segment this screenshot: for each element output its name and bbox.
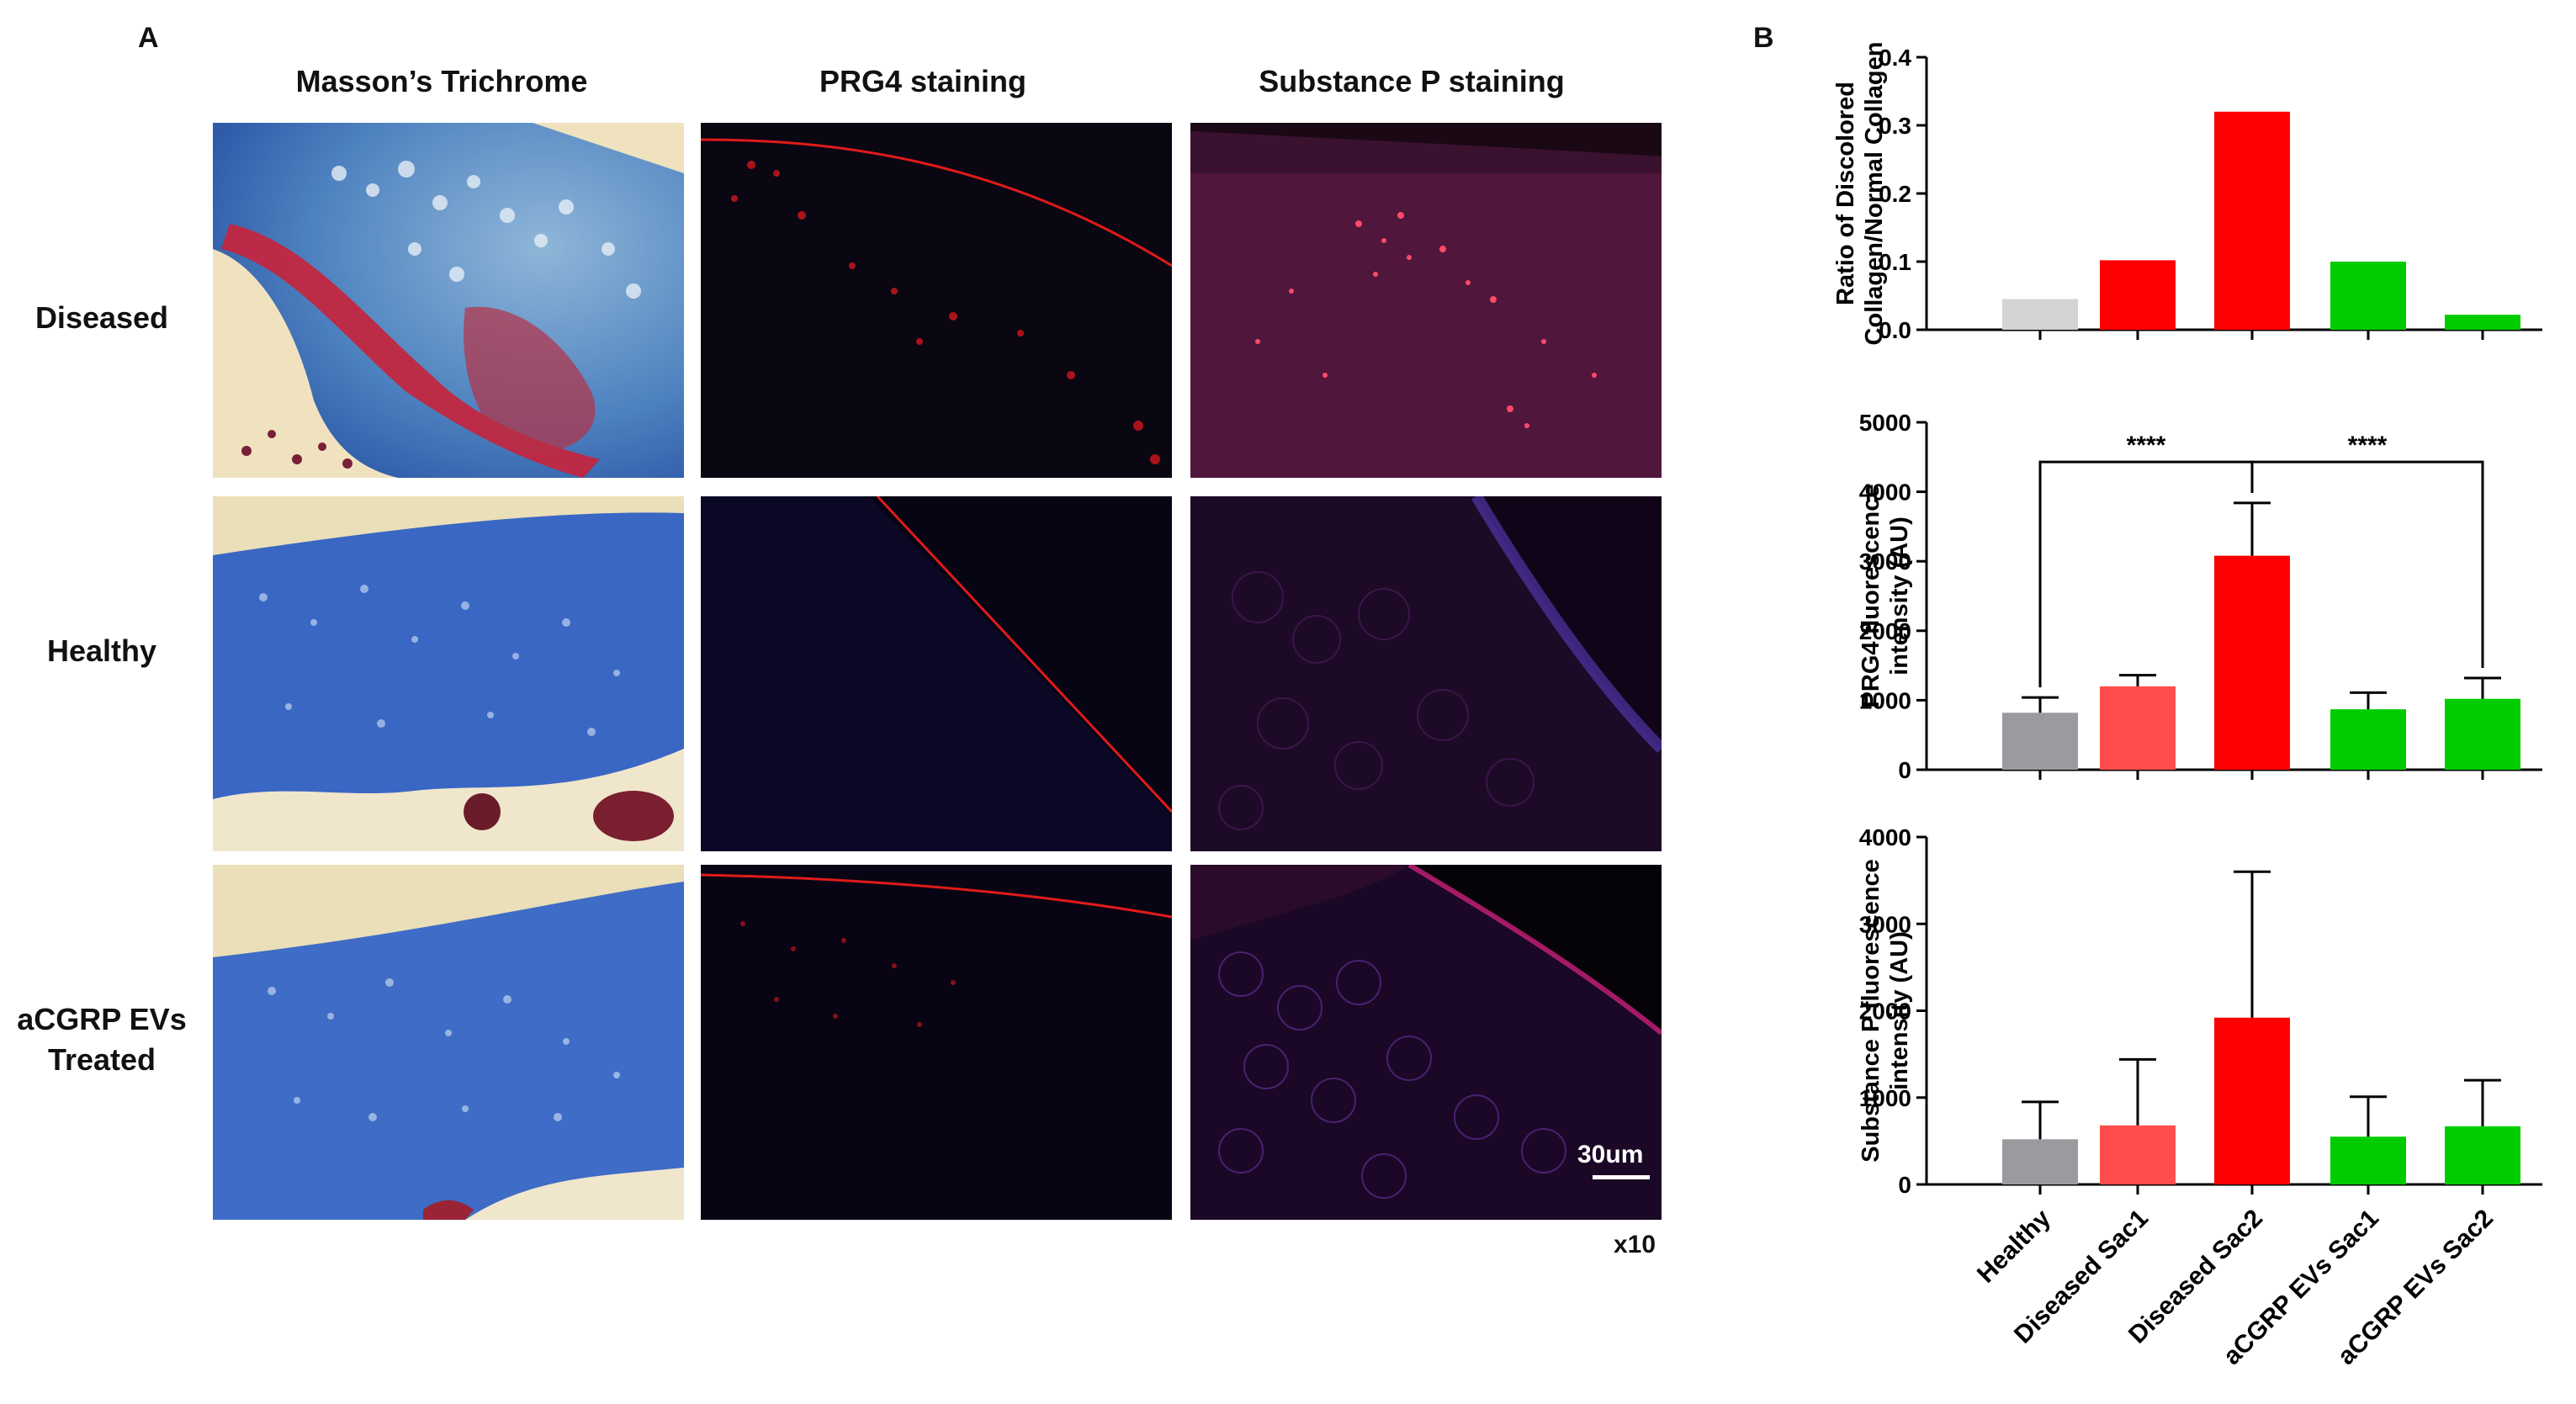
micrograph-diseased-masson	[213, 123, 684, 478]
bar	[2002, 1139, 2078, 1184]
y-axis-label: Substance P fluorescence	[1858, 859, 1884, 1163]
bar	[2330, 262, 2406, 330]
significance-label: ****	[2348, 432, 2388, 459]
x-category-label: aCGRP EVs Sac1	[2218, 1205, 2383, 1370]
x-category-label: aCGRP EVs Sac2	[2332, 1205, 2498, 1370]
column-header-substance-p: Substance P staining	[1259, 64, 1565, 98]
micrograph-healthy-substance-p	[1190, 496, 1662, 851]
column-header-masson: Masson’s Trichrome	[295, 64, 588, 98]
y-tick-label: 3000	[1859, 911, 1911, 937]
y-axis-label: intensity (AU)	[1886, 931, 1913, 1090]
y-tick-label: 2000	[1859, 999, 1911, 1025]
bar	[2330, 1136, 2406, 1184]
bar	[2445, 315, 2520, 330]
significance-bracket	[2250, 460, 2484, 668]
scale-bar-label: 30um	[1577, 1141, 1644, 1168]
y-axis-label: intensity (AU)	[1886, 517, 1913, 676]
magnification-label: x10	[1614, 1231, 1656, 1258]
panel-b-label: B	[1753, 22, 1774, 54]
bar	[2445, 1126, 2520, 1184]
column-header-prg4: PRG4 staining	[819, 64, 1027, 98]
y-tick-label: 2000	[1859, 618, 1911, 644]
row-label-diseased-line: Diseased	[34, 300, 169, 335]
y-tick-label: 0.2	[1879, 181, 1911, 207]
significance-label: ****	[2127, 432, 2166, 459]
bar	[2214, 555, 2290, 770]
x-category-label: Diseased Sac2	[2123, 1205, 2268, 1349]
y-tick-label: 4000	[1859, 824, 1911, 850]
bar	[2100, 1125, 2176, 1184]
y-tick-label: 1000	[1859, 687, 1911, 713]
micrograph-diseased-substance-p	[1190, 123, 1662, 478]
y-tick-label: 0.0	[1879, 317, 1911, 343]
micrograph-healthy-masson	[213, 496, 684, 851]
y-axis-label: Ratio of Discolored	[1832, 82, 1859, 305]
y-tick-label: 4000	[1859, 479, 1911, 506]
x-category-label: Diseased Sac1	[2009, 1205, 2154, 1349]
y-axis-label: Collagen/Normal Collagen	[1861, 42, 1888, 346]
bar	[2330, 709, 2406, 770]
significance-bracket	[2038, 460, 2254, 688]
row-label-healthy-line: Healthy	[46, 633, 157, 668]
y-tick-label: 0	[1898, 757, 1911, 783]
y-axis-label: PRG4 fluorescence	[1858, 485, 1884, 708]
chart-2: 0 1000 2000 3000 4000 5000 PRG4 fluorescence in…	[1858, 410, 2542, 783]
y-tick-label: 1000	[1859, 1085, 1911, 1111]
panel-a-label: A	[138, 22, 159, 54]
y-tick-label: 0.1	[1879, 249, 1911, 275]
y-tick-label: 0.3	[1879, 113, 1911, 139]
row-label-treated-line-1: aCGRP EVs	[17, 1002, 187, 1036]
y-tick-label: 0.4	[1879, 45, 1911, 71]
bar	[2100, 686, 2176, 770]
row-label-healthy: Healthy	[5, 631, 199, 671]
bar	[2214, 111, 2290, 331]
bar	[2445, 698, 2520, 770]
micrograph-treated-prg4	[701, 865, 1172, 1220]
x-category-label: Healthy	[1972, 1204, 2056, 1288]
micrograph-healthy-prg4	[701, 496, 1172, 851]
chart-3: 0 1000 2000 3000 4000 Substance P fluorescenc…	[1858, 824, 2542, 1370]
y-tick-label: 3000	[1859, 548, 1911, 575]
row-label-diseased: Diseased	[5, 298, 199, 338]
bar	[2100, 260, 2176, 330]
y-tick-label: 0	[1898, 1172, 1911, 1198]
bar	[2002, 713, 2078, 770]
scale-bar	[1593, 1175, 1650, 1179]
micrograph-treated-substance-p	[1190, 865, 1662, 1220]
chart-1: 0.0 0.1 0.2 0.3 0.4 Ratio of Discolored Collag…	[1832, 42, 2542, 346]
y-tick-label: 5000	[1859, 410, 1911, 436]
row-label-treated: aCGRP EVs Treated	[5, 999, 199, 1080]
bar	[2002, 299, 2078, 330]
micrograph-diseased-prg4	[701, 123, 1172, 478]
bar	[2214, 1017, 2290, 1184]
row-label-treated-line-2: Treated	[47, 1042, 156, 1077]
micrograph-treated-masson	[213, 865, 684, 1220]
